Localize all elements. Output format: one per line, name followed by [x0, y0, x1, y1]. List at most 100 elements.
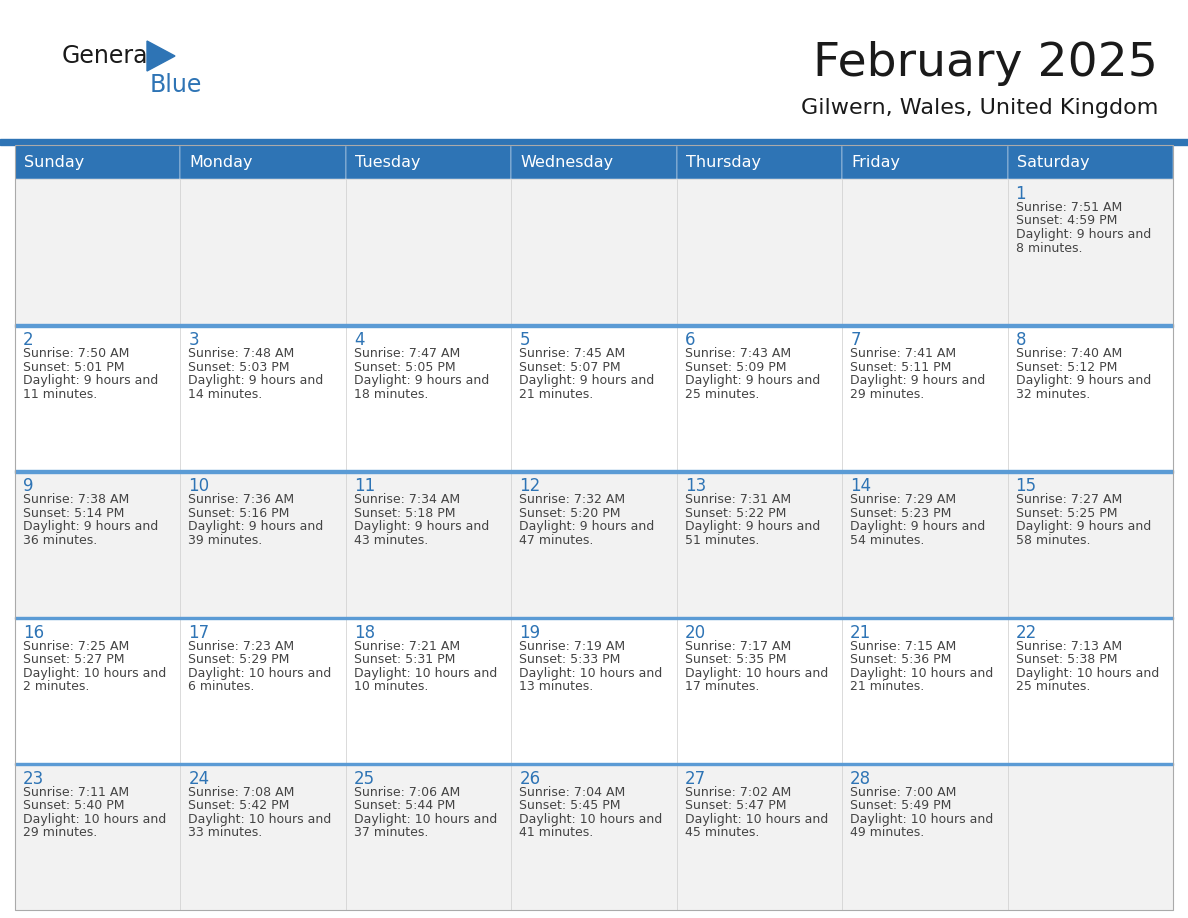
- Text: Sunset: 5:31 PM: Sunset: 5:31 PM: [354, 653, 455, 666]
- Text: 45 minutes.: 45 minutes.: [684, 826, 759, 839]
- Text: Daylight: 9 hours and: Daylight: 9 hours and: [189, 375, 323, 387]
- Text: Daylight: 10 hours and: Daylight: 10 hours and: [354, 666, 497, 679]
- Text: 8 minutes.: 8 minutes.: [1016, 241, 1082, 254]
- Bar: [0, 139, 1188, 145]
- Text: Daylight: 10 hours and: Daylight: 10 hours and: [519, 666, 663, 679]
- Bar: [1007, 145, 1173, 179]
- Text: Sunrise: 7:13 AM: Sunrise: 7:13 AM: [1016, 640, 1121, 653]
- Bar: [15, 470, 1173, 473]
- Text: Sunset: 5:14 PM: Sunset: 5:14 PM: [23, 507, 125, 520]
- Text: 12: 12: [519, 477, 541, 496]
- Bar: [511, 764, 677, 910]
- Text: Sunrise: 7:11 AM: Sunrise: 7:11 AM: [23, 786, 129, 799]
- Bar: [677, 472, 842, 618]
- Bar: [842, 145, 1007, 179]
- Text: 7: 7: [851, 331, 860, 349]
- Text: 15: 15: [1016, 477, 1037, 496]
- Text: 11 minutes.: 11 minutes.: [23, 387, 97, 400]
- Text: 26: 26: [519, 770, 541, 788]
- Text: Daylight: 9 hours and: Daylight: 9 hours and: [519, 521, 655, 533]
- Text: Daylight: 10 hours and: Daylight: 10 hours and: [23, 666, 166, 679]
- Text: Sunset: 4:59 PM: Sunset: 4:59 PM: [1016, 215, 1117, 228]
- Bar: [346, 325, 511, 472]
- Bar: [511, 472, 677, 618]
- Text: Sunrise: 7:50 AM: Sunrise: 7:50 AM: [23, 347, 129, 360]
- Bar: [181, 618, 346, 764]
- Text: Friday: Friday: [851, 154, 901, 170]
- Text: Sunrise: 7:23 AM: Sunrise: 7:23 AM: [189, 640, 295, 653]
- Text: Daylight: 10 hours and: Daylight: 10 hours and: [189, 812, 331, 826]
- Bar: [677, 145, 842, 179]
- Text: Sunset: 5:09 PM: Sunset: 5:09 PM: [684, 361, 786, 374]
- Bar: [15, 472, 181, 618]
- Text: Daylight: 10 hours and: Daylight: 10 hours and: [1016, 666, 1158, 679]
- Text: Daylight: 10 hours and: Daylight: 10 hours and: [851, 666, 993, 679]
- Text: 33 minutes.: 33 minutes.: [189, 826, 263, 839]
- Text: Wednesday: Wednesday: [520, 154, 613, 170]
- Bar: [181, 179, 346, 325]
- Text: 13 minutes.: 13 minutes.: [519, 680, 594, 693]
- Text: 41 minutes.: 41 minutes.: [519, 826, 594, 839]
- Text: Sunset: 5:11 PM: Sunset: 5:11 PM: [851, 361, 952, 374]
- Bar: [1007, 764, 1173, 910]
- Text: Sunrise: 7:15 AM: Sunrise: 7:15 AM: [851, 640, 956, 653]
- Text: 43 minutes.: 43 minutes.: [354, 534, 428, 547]
- Text: Sunset: 5:33 PM: Sunset: 5:33 PM: [519, 653, 620, 666]
- Text: 24: 24: [189, 770, 209, 788]
- Text: Sunset: 5:18 PM: Sunset: 5:18 PM: [354, 507, 455, 520]
- Text: 1: 1: [1016, 185, 1026, 203]
- Text: February 2025: February 2025: [813, 40, 1158, 85]
- Text: Daylight: 10 hours and: Daylight: 10 hours and: [354, 812, 497, 826]
- Text: 17 minutes.: 17 minutes.: [684, 680, 759, 693]
- Text: 29 minutes.: 29 minutes.: [851, 387, 924, 400]
- Bar: [1007, 618, 1173, 764]
- Text: Sunset: 5:35 PM: Sunset: 5:35 PM: [684, 653, 786, 666]
- Text: 17: 17: [189, 623, 209, 642]
- Text: Daylight: 9 hours and: Daylight: 9 hours and: [354, 521, 489, 533]
- Bar: [346, 145, 511, 179]
- Text: Sunday: Sunday: [24, 154, 84, 170]
- Text: 14: 14: [851, 477, 871, 496]
- Bar: [1007, 472, 1173, 618]
- Text: Sunset: 5:16 PM: Sunset: 5:16 PM: [189, 507, 290, 520]
- Bar: [15, 324, 1173, 327]
- Text: Daylight: 9 hours and: Daylight: 9 hours and: [851, 521, 985, 533]
- Text: 3: 3: [189, 331, 200, 349]
- Text: Sunset: 5:47 PM: Sunset: 5:47 PM: [684, 800, 786, 812]
- Text: 21 minutes.: 21 minutes.: [851, 680, 924, 693]
- Text: 13: 13: [684, 477, 706, 496]
- Text: 25 minutes.: 25 minutes.: [684, 387, 759, 400]
- Text: 36 minutes.: 36 minutes.: [23, 534, 97, 547]
- Text: Blue: Blue: [150, 73, 202, 97]
- Text: 22: 22: [1016, 623, 1037, 642]
- Text: Daylight: 9 hours and: Daylight: 9 hours and: [23, 375, 158, 387]
- Polygon shape: [147, 41, 175, 71]
- Bar: [15, 179, 181, 325]
- Text: Sunrise: 7:32 AM: Sunrise: 7:32 AM: [519, 493, 625, 507]
- Text: 2 minutes.: 2 minutes.: [23, 680, 89, 693]
- Bar: [677, 618, 842, 764]
- Text: 37 minutes.: 37 minutes.: [354, 826, 428, 839]
- Text: Sunset: 5:40 PM: Sunset: 5:40 PM: [23, 800, 125, 812]
- Text: 21 minutes.: 21 minutes.: [519, 387, 594, 400]
- Text: Sunrise: 7:25 AM: Sunrise: 7:25 AM: [23, 640, 129, 653]
- Text: Sunset: 5:05 PM: Sunset: 5:05 PM: [354, 361, 455, 374]
- Text: Sunset: 5:45 PM: Sunset: 5:45 PM: [519, 800, 621, 812]
- Text: Gilwern, Wales, United Kingdom: Gilwern, Wales, United Kingdom: [801, 98, 1158, 118]
- Text: 16: 16: [23, 623, 44, 642]
- Text: Daylight: 10 hours and: Daylight: 10 hours and: [684, 812, 828, 826]
- Bar: [15, 145, 181, 179]
- Text: Daylight: 9 hours and: Daylight: 9 hours and: [684, 375, 820, 387]
- Text: Tuesday: Tuesday: [355, 154, 421, 170]
- Text: 39 minutes.: 39 minutes.: [189, 534, 263, 547]
- Text: 19: 19: [519, 623, 541, 642]
- Text: 28: 28: [851, 770, 871, 788]
- Bar: [842, 764, 1007, 910]
- Bar: [15, 145, 1173, 910]
- Text: 5: 5: [519, 331, 530, 349]
- Text: Daylight: 9 hours and: Daylight: 9 hours and: [1016, 228, 1151, 241]
- Bar: [842, 472, 1007, 618]
- Bar: [677, 764, 842, 910]
- Text: 25: 25: [354, 770, 375, 788]
- Bar: [511, 325, 677, 472]
